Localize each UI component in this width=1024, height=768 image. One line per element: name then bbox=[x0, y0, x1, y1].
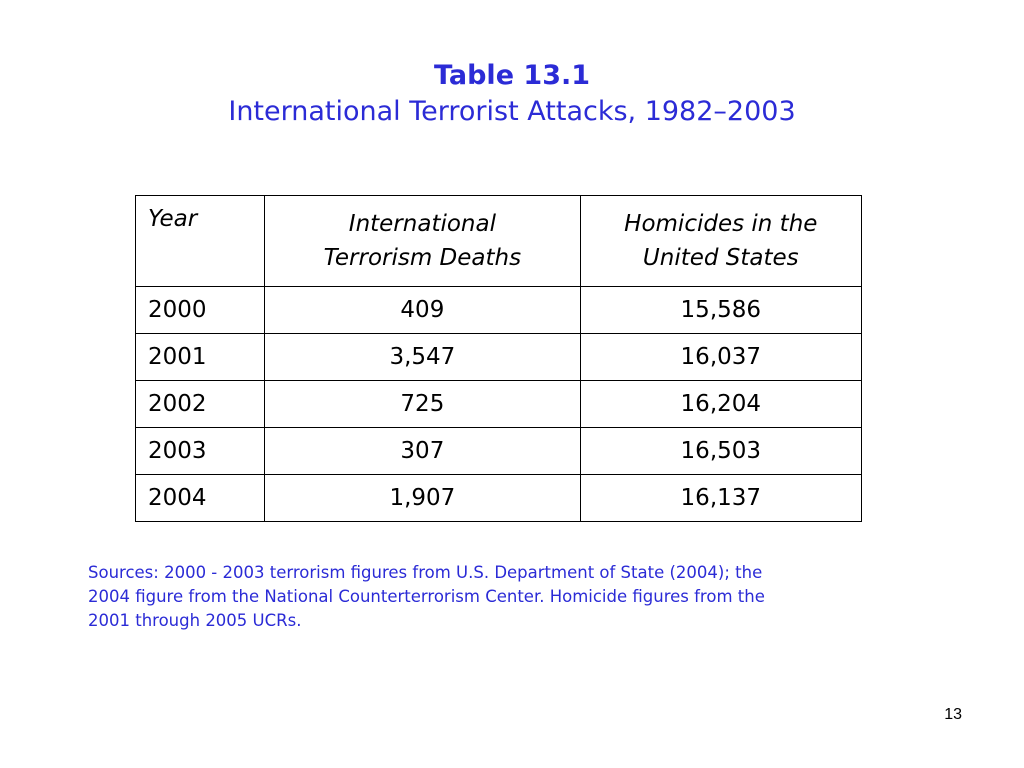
sources-line1: Sources: 2000 - 2003 terrorism figures f… bbox=[88, 563, 763, 582]
slide-subtitle: International Terrorist Attacks, 1982–20… bbox=[228, 96, 796, 127]
table-row: 2002 725 16,204 bbox=[134, 380, 863, 428]
cell-deaths: 1,907 bbox=[264, 474, 581, 522]
cell-homicides: 15,586 bbox=[579, 286, 863, 334]
header-deaths-line1: International bbox=[348, 211, 496, 237]
table-row: 2004 1,907 16,137 bbox=[134, 474, 863, 522]
table-row: 2001 3,547 16,037 bbox=[134, 333, 863, 381]
header-homicides: Homicides in the United States bbox=[579, 195, 863, 287]
sources-note: Sources: 2000 - 2003 terrorism figures f… bbox=[88, 561, 888, 633]
cell-deaths: 3,547 bbox=[264, 333, 581, 381]
header-year: Year bbox=[134, 195, 266, 287]
header-homicides-line1: Homicides in the bbox=[624, 211, 818, 237]
slide-title: Table 13.1 bbox=[433, 60, 591, 91]
sources-line2: 2004 figure from the National Counterter… bbox=[88, 587, 765, 606]
cell-year: 2003 bbox=[134, 427, 266, 475]
table-row: 2003 307 16,503 bbox=[134, 427, 863, 475]
slide-title-block: Table 13.1 International Terrorist Attac… bbox=[0, 58, 1024, 130]
header-homicides-line2: United States bbox=[642, 245, 799, 271]
sources-line3: 2001 through 2005 UCRs. bbox=[88, 611, 302, 630]
cell-deaths: 725 bbox=[264, 380, 581, 428]
cell-deaths: 409 bbox=[264, 286, 581, 334]
header-year-label: Year bbox=[148, 206, 198, 232]
cell-year: 2000 bbox=[134, 286, 266, 334]
cell-year: 2002 bbox=[134, 380, 266, 428]
cell-year: 2004 bbox=[134, 474, 266, 522]
cell-homicides: 16,503 bbox=[579, 427, 863, 475]
table-header-row: Year International Terrorism Deaths Homi… bbox=[134, 195, 863, 287]
header-deaths-line2: Terrorism Deaths bbox=[323, 245, 522, 271]
cell-homicides: 16,204 bbox=[579, 380, 863, 428]
page-number: 13 bbox=[944, 706, 962, 723]
table-row: 2000 409 15,586 bbox=[134, 286, 863, 334]
data-table: Year International Terrorism Deaths Homi… bbox=[134, 195, 863, 522]
cell-deaths: 307 bbox=[264, 427, 581, 475]
cell-year: 2001 bbox=[134, 333, 266, 381]
header-terrorism-deaths: International Terrorism Deaths bbox=[264, 195, 581, 287]
cell-homicides: 16,137 bbox=[579, 474, 863, 522]
cell-homicides: 16,037 bbox=[579, 333, 863, 381]
